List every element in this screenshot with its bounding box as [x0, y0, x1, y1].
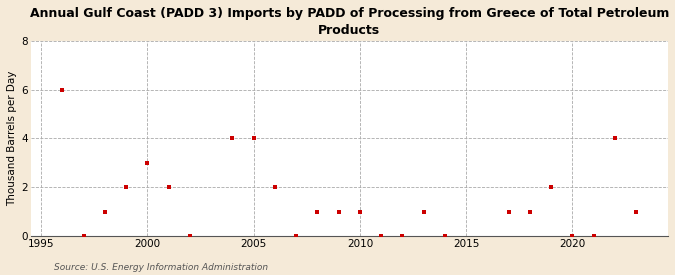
Point [121, 185, 132, 189]
Point [163, 185, 174, 189]
Point [439, 234, 450, 238]
Point [291, 234, 302, 238]
Point [248, 136, 259, 141]
Text: Source: U.S. Energy Information Administration: Source: U.S. Energy Information Administ… [54, 263, 268, 272]
Point [142, 161, 153, 165]
Point [567, 234, 578, 238]
Point [227, 136, 238, 141]
Point [269, 185, 280, 189]
Point [397, 234, 408, 238]
Point [312, 210, 323, 214]
Point [99, 210, 110, 214]
Point [78, 234, 89, 238]
Point [504, 210, 514, 214]
Point [418, 210, 429, 214]
Point [589, 234, 599, 238]
Point [57, 87, 68, 92]
Point [610, 136, 620, 141]
Point [630, 210, 641, 214]
Point [524, 210, 535, 214]
Point [546, 185, 557, 189]
Point [184, 234, 195, 238]
Point [333, 210, 344, 214]
Title: Annual Gulf Coast (PADD 3) Imports by PADD of Processing from Greece of Total Pe: Annual Gulf Coast (PADD 3) Imports by PA… [30, 7, 669, 37]
Y-axis label: Thousand Barrels per Day: Thousand Barrels per Day [7, 71, 17, 206]
Point [376, 234, 387, 238]
Point [354, 210, 365, 214]
